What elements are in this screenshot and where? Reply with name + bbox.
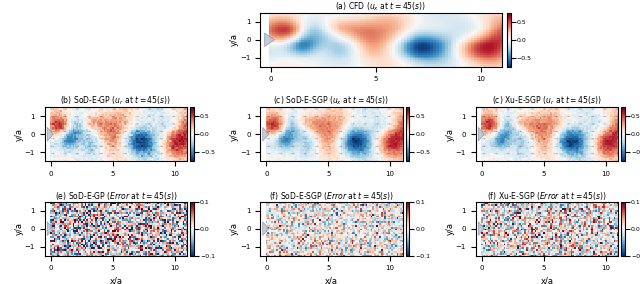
Title: (c) SoD-E-SGP ($u_x$ at $t = 45(s)$): (c) SoD-E-SGP ($u_x$ at $t = 45(s)$) [273, 95, 390, 107]
X-axis label: x/a: x/a [109, 277, 122, 284]
Title: (c) Xu-E-SGP ($u_r$ at $t = 45(s)$): (c) Xu-E-SGP ($u_r$ at $t = 45(s)$) [492, 95, 602, 107]
Polygon shape [47, 222, 53, 235]
X-axis label: x/a: x/a [540, 277, 554, 284]
Title: (e) SoD-E-GP ($Error$ at $t = 45(s)$): (e) SoD-E-GP ($Error$ at $t = 45(s)$) [55, 190, 177, 202]
Polygon shape [263, 222, 269, 235]
Polygon shape [478, 222, 484, 235]
Y-axis label: y/a: y/a [14, 222, 23, 235]
Polygon shape [264, 33, 275, 47]
X-axis label: x/a: x/a [325, 277, 338, 284]
Title: (a) CFD ($u_x$ at $t = 45(s)$): (a) CFD ($u_x$ at $t = 45(s)$) [335, 0, 426, 13]
Y-axis label: y/a: y/a [445, 222, 454, 235]
Y-axis label: y/a: y/a [14, 128, 23, 141]
Y-axis label: y/a: y/a [230, 128, 239, 141]
Polygon shape [47, 127, 53, 141]
Y-axis label: y/a: y/a [230, 33, 239, 46]
Title: (f) Xu-E-SGP ($Error$ at $t = 45(s)$): (f) Xu-E-SGP ($Error$ at $t = 45(s)$) [487, 190, 607, 202]
Y-axis label: y/a: y/a [445, 128, 454, 141]
Title: (f) SoD-E-SGP ($Error$ at $t = 45(s)$): (f) SoD-E-SGP ($Error$ at $t = 45(s)$) [269, 190, 394, 202]
Polygon shape [263, 127, 269, 141]
Polygon shape [478, 127, 484, 141]
Y-axis label: y/a: y/a [230, 222, 239, 235]
Title: (b) SoD-E-GP ($u_r$ at $t = 45(s)$): (b) SoD-E-GP ($u_r$ at $t = 45(s)$) [60, 95, 172, 107]
